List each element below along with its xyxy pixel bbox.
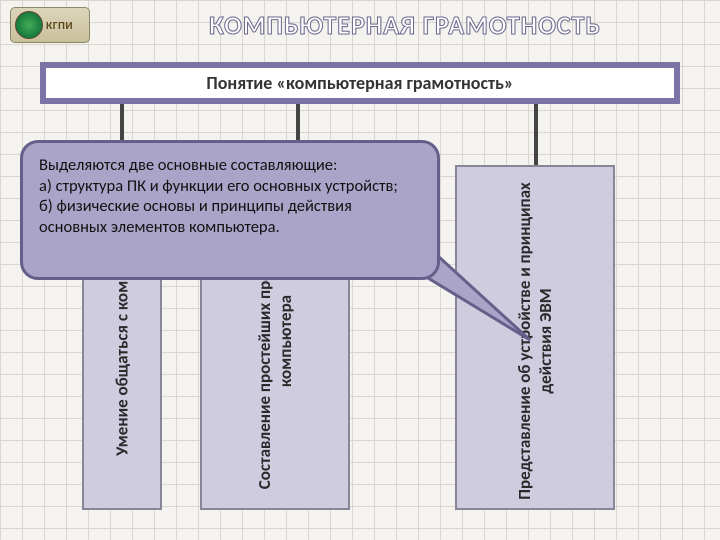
slide-root: КГПИ КОМПЬЮТЕРНАЯ ГРАМОТНОСТЬ Понятие «к…	[0, 0, 720, 540]
diagram-column: Представление об устройстве и принципах …	[455, 165, 615, 510]
header: КГПИ КОМПЬЮТЕРНАЯ ГРАМОТНОСТЬ	[0, 0, 720, 50]
column-label: Представление об устройстве и принципах …	[514, 181, 556, 501]
logo-emblem-icon	[15, 11, 43, 39]
slide-title: КОМПЬЮТЕРНАЯ ГРАМОТНОСТЬ	[90, 9, 720, 41]
callout-bubble: Выделяются две основные составляющие:а) …	[20, 140, 440, 280]
concept-box-label: Понятие «компьютерная грамотность»	[206, 72, 513, 94]
concept-box: Понятие «компьютерная грамотность»	[40, 62, 680, 104]
callout-text: Выделяются две основные составляющие:а) …	[39, 155, 398, 237]
institution-logo: КГПИ	[10, 7, 90, 43]
logo-text: КГПИ	[46, 19, 73, 32]
